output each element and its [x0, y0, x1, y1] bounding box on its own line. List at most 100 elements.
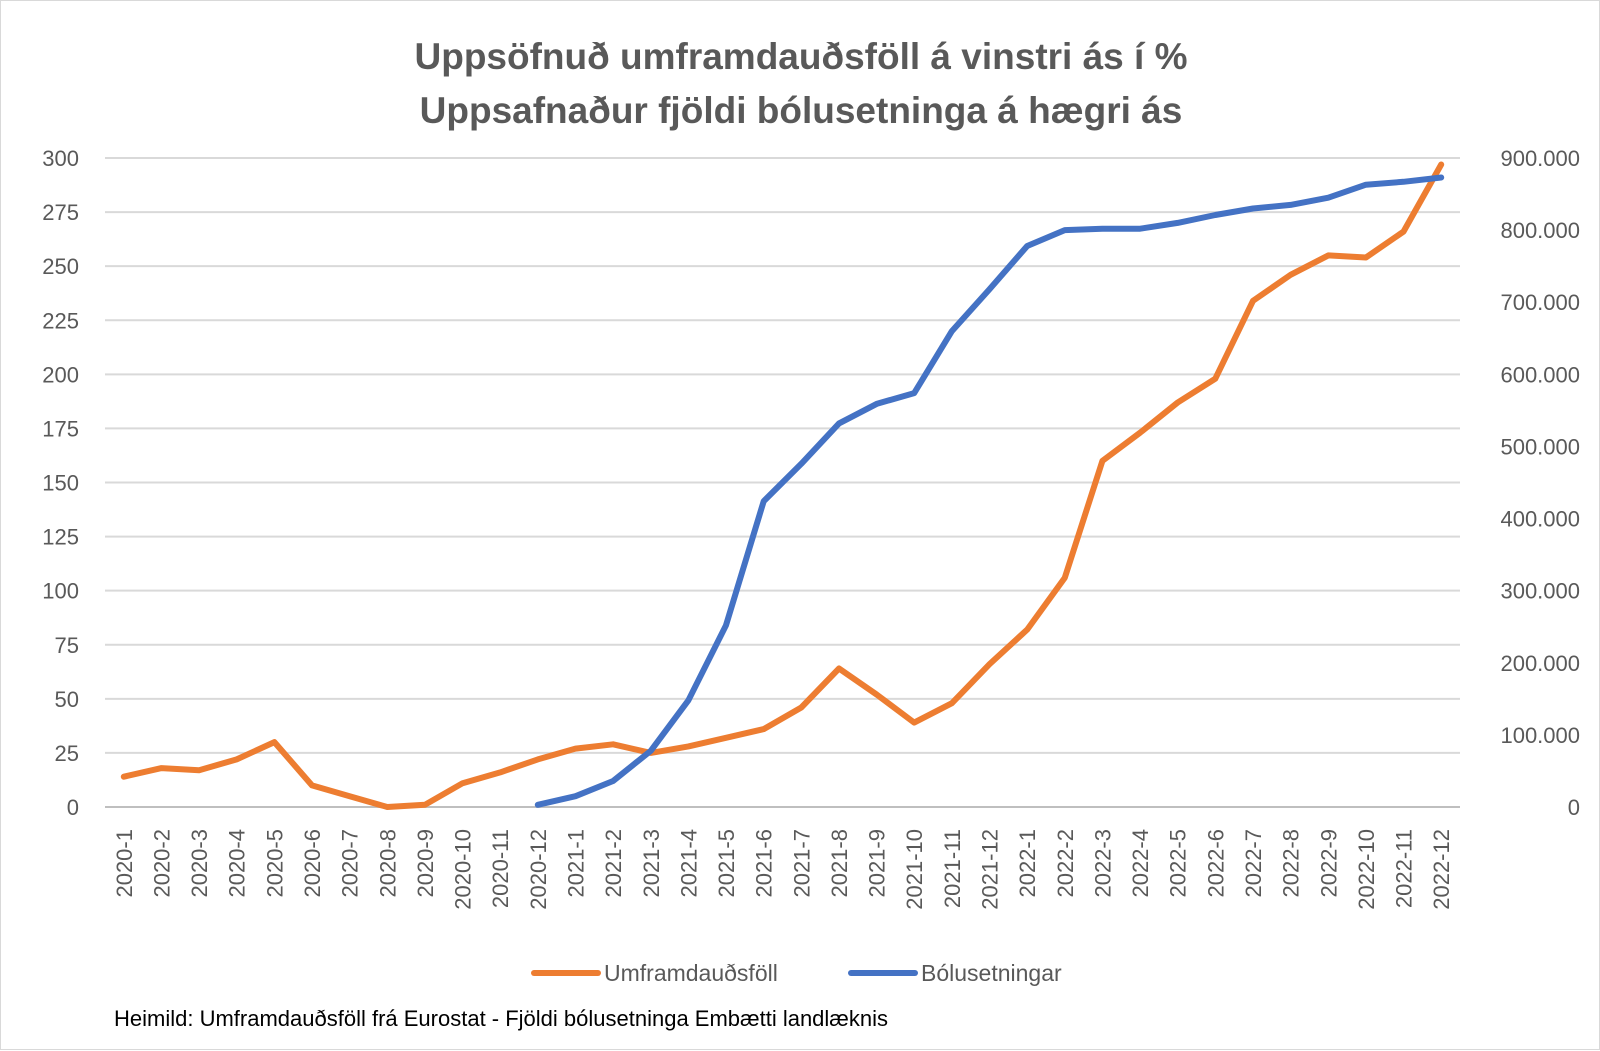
data-point [1250, 206, 1256, 211]
data-point [1062, 575, 1068, 581]
left-tick-label: 275 [42, 200, 79, 225]
x-tick-label: 2020-5 [262, 829, 287, 898]
x-tick-label: 2022-1 [1015, 829, 1040, 898]
data-point [347, 793, 353, 799]
x-tick-label: 2022-9 [1316, 829, 1341, 898]
data-point [798, 705, 804, 710]
right-tick-label: 200.000 [1500, 651, 1580, 676]
data-point [1212, 212, 1218, 218]
data-point [159, 765, 164, 771]
series-lines [120, 161, 1445, 810]
gridlines [105, 157, 1460, 808]
left-tick-label: 150 [42, 471, 79, 496]
x-tick-label: 2021-5 [714, 829, 739, 898]
right-tick-label: 0 [1568, 795, 1580, 820]
right-tick-label: 400.000 [1500, 507, 1580, 532]
right-axis-ticks: 0 100.000 200.000 300.000 400.000 500.000 600.… [1500, 146, 1580, 820]
x-tick-label: 2021-7 [789, 829, 814, 898]
right-tick-label: 900.000 [1500, 146, 1580, 171]
data-point [309, 782, 315, 788]
right-tick-label: 800.000 [1500, 218, 1580, 243]
data-point [836, 666, 842, 671]
data-point [1438, 175, 1444, 180]
left-tick-label: 50 [55, 687, 79, 712]
data-point [1250, 298, 1256, 304]
data-point [911, 720, 917, 726]
data-point [1401, 179, 1406, 185]
data-point [761, 726, 767, 732]
series-line [534, 174, 1445, 808]
x-tick-label: 2022-8 [1279, 829, 1304, 898]
data-point [610, 778, 616, 784]
x-tick-label: 2022-10 [1354, 829, 1379, 910]
x-tick-label: 2020-1 [112, 829, 137, 898]
data-point [1325, 252, 1331, 258]
data-point [798, 461, 804, 467]
x-tick-label: 2020-12 [526, 829, 551, 910]
x-tick-label: 2022-12 [1429, 829, 1454, 910]
x-tick-label: 2021-8 [827, 829, 852, 898]
right-tick-label: 300.000 [1500, 579, 1580, 604]
x-tick-label: 2021-10 [902, 829, 927, 910]
x-tick-label: 2020-6 [300, 829, 325, 898]
left-tick-label: 175 [42, 416, 79, 441]
legend: Umframdauðsföll Bólusetningar [531, 960, 1062, 986]
x-tick-label: 2021-9 [865, 829, 890, 898]
data-point [384, 804, 390, 810]
data-point [121, 774, 127, 780]
data-point [987, 286, 992, 292]
data-point [1099, 226, 1105, 232]
data-point [1438, 162, 1444, 167]
x-tick-label: 2022-11 [1392, 829, 1417, 908]
data-point [685, 697, 691, 703]
data-point [1024, 627, 1030, 633]
data-point [610, 741, 616, 747]
x-tick-label: 2021-3 [639, 829, 664, 898]
legend-label: Bólusetningar [921, 960, 1062, 986]
data-point [874, 692, 880, 697]
x-tick-label: 2021-2 [601, 829, 626, 898]
x-tick-label: 2022-5 [1166, 829, 1191, 898]
data-point [949, 328, 955, 334]
x-tick-label: 2022-2 [1053, 829, 1078, 898]
x-tick-label: 2020-11 [488, 829, 513, 908]
data-point [1137, 430, 1143, 436]
chart-title-line-1: Uppsöfnuð umframdauðsföll á vinstri ás í… [415, 36, 1188, 77]
data-point [1024, 243, 1030, 249]
left-tick-label: 0 [67, 795, 79, 820]
data-point [1288, 272, 1294, 278]
left-tick-label: 250 [42, 254, 79, 279]
left-tick-label: 75 [55, 633, 79, 658]
data-point [1288, 202, 1294, 208]
right-tick-label: 600.000 [1500, 362, 1580, 387]
x-tick-label: 2022-6 [1203, 829, 1228, 898]
data-point [1363, 182, 1369, 188]
x-tick-label: 2020-3 [187, 829, 212, 898]
data-point [422, 802, 428, 808]
right-tick-label: 100.000 [1500, 723, 1580, 748]
right-tick-label: 700.000 [1500, 290, 1580, 315]
data-point [1401, 229, 1406, 235]
data-point [874, 401, 880, 407]
data-point [1175, 400, 1181, 405]
x-tick-label: 2021-4 [676, 829, 701, 898]
left-tick-label: 125 [42, 525, 79, 550]
data-point [1175, 220, 1181, 226]
data-point [949, 700, 955, 706]
chart-title-line-2: Uppsafnaður fjöldi bólusetninga á hægri … [420, 90, 1183, 131]
right-tick-label: 500.000 [1500, 434, 1580, 459]
data-point [1137, 226, 1143, 232]
data-point [573, 793, 578, 799]
x-tick-label: 2022-4 [1128, 829, 1153, 898]
left-tick-label: 25 [55, 741, 79, 766]
data-point [723, 735, 729, 741]
x-tick-label: 2021-1 [563, 829, 588, 898]
left-axis-ticks: 0 25 50 75 100 125 150 175 200 225 250 275 300 [42, 146, 79, 820]
x-tick-label: 2020-7 [338, 829, 363, 898]
data-point [911, 390, 917, 396]
x-tick-label: 2020-2 [149, 829, 174, 898]
data-point [535, 756, 541, 762]
left-tick-label: 225 [42, 308, 79, 333]
